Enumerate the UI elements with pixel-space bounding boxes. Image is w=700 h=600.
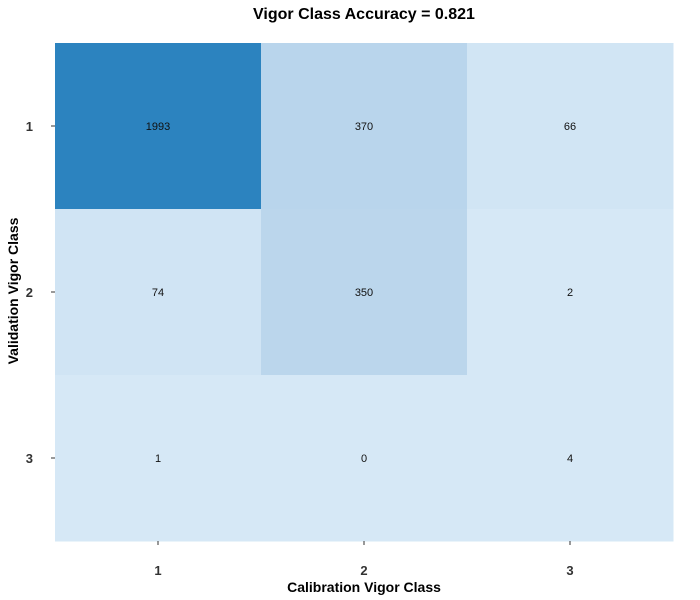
y-tick-label: 1 bbox=[26, 119, 33, 134]
heatmap-cell-r1-c1 bbox=[55, 43, 262, 210]
cell-value-labels: 1993 370 66 74 350 2 1 0 4 bbox=[146, 121, 576, 465]
heatmap-cell-r1-c3 bbox=[467, 43, 674, 210]
x-tick-label: 3 bbox=[566, 563, 573, 578]
cell-value-label: 1 bbox=[155, 453, 161, 465]
heatmap-cell-r2-c3 bbox=[467, 209, 674, 376]
x-tick-label: 1 bbox=[154, 563, 161, 578]
heatmap-cell-r3-c1 bbox=[55, 375, 262, 542]
cell-value-label: 370 bbox=[355, 121, 373, 133]
y-axis-title: Validation Vigor Class bbox=[5, 217, 21, 364]
cell-value-label: 2 bbox=[567, 287, 573, 299]
cell-value-label: 1993 bbox=[146, 121, 170, 133]
cell-value-label: 0 bbox=[361, 453, 367, 465]
y-tick-label: 3 bbox=[26, 451, 33, 466]
heatmap-cell-r3-c2 bbox=[261, 375, 468, 542]
heatmap-cell-r2-c1 bbox=[55, 209, 262, 376]
heatmap-cell-r2-c2 bbox=[261, 209, 468, 376]
y-axis: 1 2 3 bbox=[26, 119, 55, 466]
cell-value-label: 74 bbox=[152, 287, 164, 299]
x-axis: 1 2 3 bbox=[154, 541, 574, 578]
cell-value-label: 350 bbox=[355, 287, 373, 299]
heatmap-cells bbox=[55, 43, 674, 542]
y-tick-label: 2 bbox=[26, 285, 33, 300]
x-axis-title: Calibration Vigor Class bbox=[287, 579, 441, 595]
cell-value-label: 66 bbox=[564, 121, 576, 133]
x-tick-label: 2 bbox=[360, 563, 367, 578]
cell-value-label: 4 bbox=[567, 453, 573, 465]
chart-title: Vigor Class Accuracy = 0.821 bbox=[253, 6, 475, 23]
heatmap-cell-r3-c3 bbox=[467, 375, 674, 542]
heatmap-cell-r1-c2 bbox=[261, 43, 468, 210]
